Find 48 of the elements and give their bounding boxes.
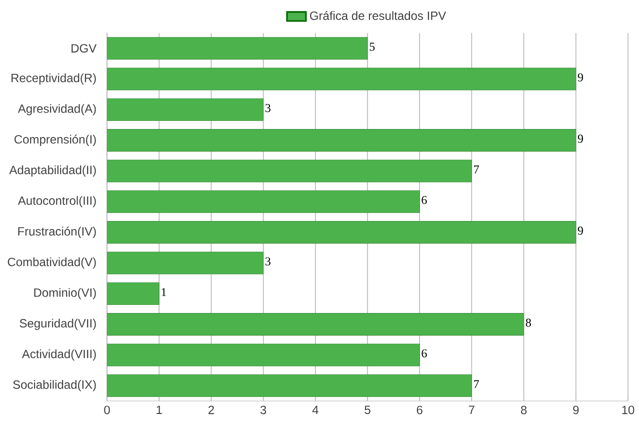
bar — [107, 282, 160, 305]
x-tick-label: 9 — [573, 406, 579, 414]
bar — [107, 252, 264, 274]
y-tick-label: Actividad(VIII) — [22, 349, 96, 361]
x-tick-label: 3 — [260, 406, 266, 414]
x-tick-label: 0 — [104, 406, 110, 414]
data-label: 9 — [578, 134, 583, 143]
bar — [107, 98, 264, 121]
y-tick-label: Dominio(VI) — [34, 288, 96, 300]
y-tick-label: Comprensión(I) — [14, 134, 96, 146]
legend-label: Gráfica de resultados IPV — [310, 11, 446, 20]
data-label: 7 — [474, 380, 479, 388]
y-tick-label: Autocontrol(III) — [18, 196, 96, 208]
y-tick-label: Receptividad(R) — [12, 73, 96, 85]
x-tick-label: 8 — [520, 406, 527, 414]
x-tick-label: 2 — [208, 406, 214, 414]
data-label: 6 — [422, 196, 427, 204]
x-tick-label: 1 — [156, 406, 162, 414]
data-label: 1 — [162, 288, 166, 296]
bar — [107, 374, 472, 397]
data-label: 5 — [370, 42, 375, 51]
bar — [107, 313, 524, 336]
bar — [107, 68, 576, 90]
x-tick-label: 6 — [416, 406, 422, 414]
y-tick-label: Frustración(IV) — [18, 226, 96, 238]
x-tick-label: 5 — [364, 406, 370, 414]
data-label: 3 — [265, 257, 270, 266]
bar — [107, 37, 368, 60]
data-label: 9 — [578, 73, 583, 82]
y-tick-label: Seguridad(VII) — [20, 318, 96, 330]
data-label: 8 — [526, 318, 531, 327]
bar — [107, 160, 472, 182]
x-tick-label: 4 — [312, 406, 318, 414]
data-label: 6 — [422, 349, 427, 358]
data-label: 7 — [474, 166, 479, 174]
data-label: 9 — [578, 226, 583, 235]
data-label: 3 — [265, 104, 270, 112]
bar — [107, 344, 420, 366]
x-tick-label: 7 — [468, 406, 474, 414]
bar — [107, 221, 576, 244]
bar — [107, 129, 576, 152]
y-tick-label: Sociabilidad(IX) — [13, 380, 96, 392]
bar — [107, 190, 420, 213]
y-tick-label: DGV — [72, 44, 97, 53]
y-tick-label: Agresividad(A) — [18, 104, 96, 116]
y-tick-label: Combatividad(V) — [8, 257, 96, 269]
y-tick-label: Adaptabilidad(II) — [9, 165, 96, 177]
x-tick-label: 10 — [622, 406, 634, 414]
